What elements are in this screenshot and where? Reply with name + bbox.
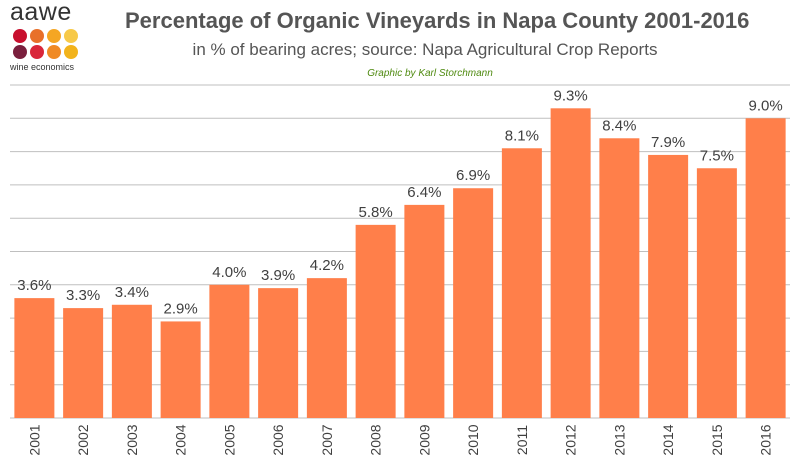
- bar-2002: [63, 308, 104, 418]
- chart-subtitle: in % of bearing acres; source: Napa Agri…: [192, 40, 658, 59]
- value-label: 3.9%: [261, 267, 295, 284]
- bar-2012: [550, 108, 591, 418]
- value-label: 7.9%: [651, 134, 685, 151]
- x-tick-label: 2001: [26, 424, 42, 455]
- x-tick-label: 2005: [221, 424, 237, 455]
- x-tick-label: 2002: [75, 424, 91, 455]
- value-label: 8.1%: [505, 127, 539, 144]
- x-tick-labels: 2001 2002 2003 2004 2005 2006 2007 2008 2009 2010…: [26, 424, 773, 455]
- bar-2016: [745, 118, 786, 419]
- bar-2010: [453, 188, 494, 418]
- value-label: 3.6%: [17, 277, 51, 294]
- chart-title: Percentage of Organic Vineyards in Napa …: [125, 8, 750, 33]
- bar-2005: [209, 284, 250, 418]
- value-label: 9.0%: [749, 97, 783, 114]
- x-tick-label: 2006: [270, 424, 286, 455]
- x-tick-label: 2016: [758, 424, 774, 455]
- x-tick-label: 2008: [368, 424, 384, 455]
- bar-2006: [258, 288, 299, 418]
- logo-dots-icon: [13, 29, 78, 59]
- x-tick-label: 2009: [416, 424, 432, 455]
- logo-dot: [64, 45, 78, 59]
- x-tick-label: 2004: [173, 424, 189, 455]
- bar-2007: [306, 278, 347, 418]
- x-tick-label: 2010: [465, 424, 481, 455]
- value-label: 3.3%: [66, 287, 100, 304]
- bars: [14, 108, 786, 419]
- logo-dot: [30, 29, 44, 43]
- value-label: 6.4%: [407, 184, 441, 201]
- value-label: 6.9%: [456, 167, 490, 184]
- value-labels: 3.6% 3.3% 3.4% 2.9% 4.0% 3.9% 4.2% 5.8% 6.4% 6.9%…: [17, 87, 782, 317]
- value-label: 4.0%: [212, 264, 246, 281]
- x-tick-label: 2011: [514, 425, 530, 455]
- logo-dot: [64, 29, 78, 43]
- x-tick-label: 2013: [611, 424, 627, 455]
- x-tick-label: 2012: [563, 424, 579, 455]
- value-label: 3.4%: [115, 284, 149, 301]
- value-label: 7.5%: [700, 147, 734, 164]
- logo-dot: [30, 45, 44, 59]
- bar-2001: [14, 298, 55, 418]
- logo-subtitle: wine economics: [10, 62, 75, 72]
- value-label: 5.8%: [359, 204, 393, 221]
- x-tick-label: 2003: [124, 424, 140, 455]
- logo-wordmark: aawe: [10, 0, 72, 26]
- bar-2009: [404, 204, 445, 418]
- x-tick-label: 2007: [319, 424, 335, 455]
- bar-2013: [599, 138, 640, 418]
- value-label: 9.3%: [554, 87, 588, 104]
- logo-dot: [13, 45, 27, 59]
- logo-dot: [13, 29, 27, 43]
- logo-dot: [47, 29, 61, 43]
- bar-2004: [160, 321, 201, 418]
- bar-2003: [111, 304, 152, 418]
- value-label: 2.9%: [164, 300, 198, 317]
- value-label: 4.2%: [310, 257, 344, 274]
- logo-dot: [47, 45, 61, 59]
- aawe-logo: aawe wine economics: [8, 0, 100, 74]
- bar-2011: [501, 148, 542, 418]
- bar-2015: [696, 168, 737, 418]
- value-label: 8.4%: [602, 117, 636, 134]
- chart-credit: Graphic by Karl Storchmann: [367, 68, 493, 79]
- x-tick-label: 2015: [709, 424, 725, 455]
- bar-2014: [648, 154, 689, 418]
- bar-2008: [355, 224, 396, 418]
- x-tick-label: 2014: [660, 424, 676, 455]
